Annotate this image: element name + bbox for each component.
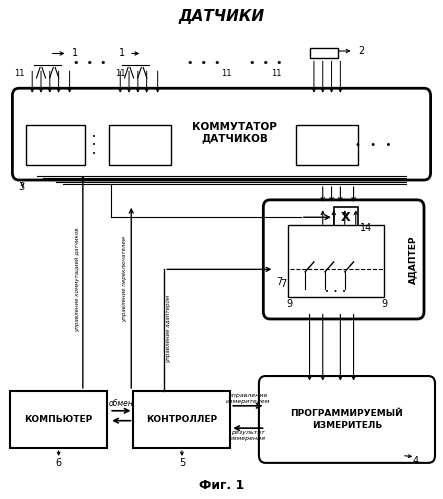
- FancyBboxPatch shape: [259, 376, 435, 463]
- Text: 1: 1: [119, 48, 124, 58]
- Text: 6: 6: [55, 458, 62, 468]
- Text: результат
измерения: результат измерения: [230, 430, 266, 441]
- Bar: [310, 47, 338, 58]
- Bar: [10, 391, 107, 448]
- Bar: [334, 207, 358, 227]
- Text: 11: 11: [115, 69, 125, 78]
- Text: 5: 5: [179, 458, 185, 468]
- Text: 11: 11: [271, 69, 282, 78]
- Text: X: X: [341, 211, 350, 224]
- Text: ПРОГРАММИРУЕМЫЙ
ИЗМЕРИТЕЛЬ: ПРОГРАММИРУЕМЫЙ ИЗМЕРИТЕЛЬ: [291, 409, 403, 430]
- Text: •
•
•: • • •: [92, 134, 96, 157]
- Text: управление
измерителем: управление измерителем: [226, 393, 270, 404]
- Text: 1: 1: [72, 48, 78, 58]
- Text: 11: 11: [221, 69, 231, 78]
- Text: КОММУТАТОР
ДАТЧИКОВ: КОММУТАТОР ДАТЧИКОВ: [192, 122, 277, 144]
- Text: КОНТРОЛЛЕР: КОНТРОЛЛЕР: [146, 415, 218, 424]
- Text: •  •  •: • • •: [249, 58, 282, 68]
- FancyBboxPatch shape: [12, 88, 431, 180]
- Text: •   •   •: • • •: [355, 140, 392, 150]
- Bar: [133, 391, 230, 448]
- Text: 7: 7: [280, 279, 286, 289]
- Text: управление коммутацией датчиков: управление коммутацией датчиков: [75, 227, 80, 331]
- Text: АДАПТЕР: АДАПТЕР: [408, 235, 417, 283]
- Bar: [109, 125, 171, 165]
- Text: 7: 7: [276, 277, 283, 287]
- Text: обмен: обмен: [109, 399, 134, 408]
- Text: 4: 4: [412, 457, 418, 467]
- Text: 3: 3: [18, 183, 24, 193]
- FancyBboxPatch shape: [263, 200, 424, 319]
- Text: Фиг. 1: Фиг. 1: [199, 479, 244, 492]
- Text: 9: 9: [381, 299, 388, 309]
- Text: ДАТЧИКИ: ДАТЧИКИ: [179, 9, 264, 24]
- Bar: [26, 125, 85, 165]
- Text: 11: 11: [14, 69, 24, 78]
- Bar: [296, 125, 358, 165]
- Text: управление адаптером: управление адаптером: [166, 295, 171, 363]
- Text: 2: 2: [358, 46, 364, 56]
- Text: 14: 14: [360, 223, 373, 233]
- Text: управление переключателем: управление переключателем: [122, 237, 127, 322]
- Text: 9: 9: [287, 299, 293, 309]
- Text: •  •  •: • • •: [326, 289, 346, 295]
- Text: •  •  •: • • •: [73, 58, 106, 68]
- Bar: [288, 225, 385, 296]
- Text: •  •  •: • • •: [187, 58, 221, 68]
- Text: КОМПЬЮТЕР: КОМПЬЮТЕР: [24, 415, 93, 424]
